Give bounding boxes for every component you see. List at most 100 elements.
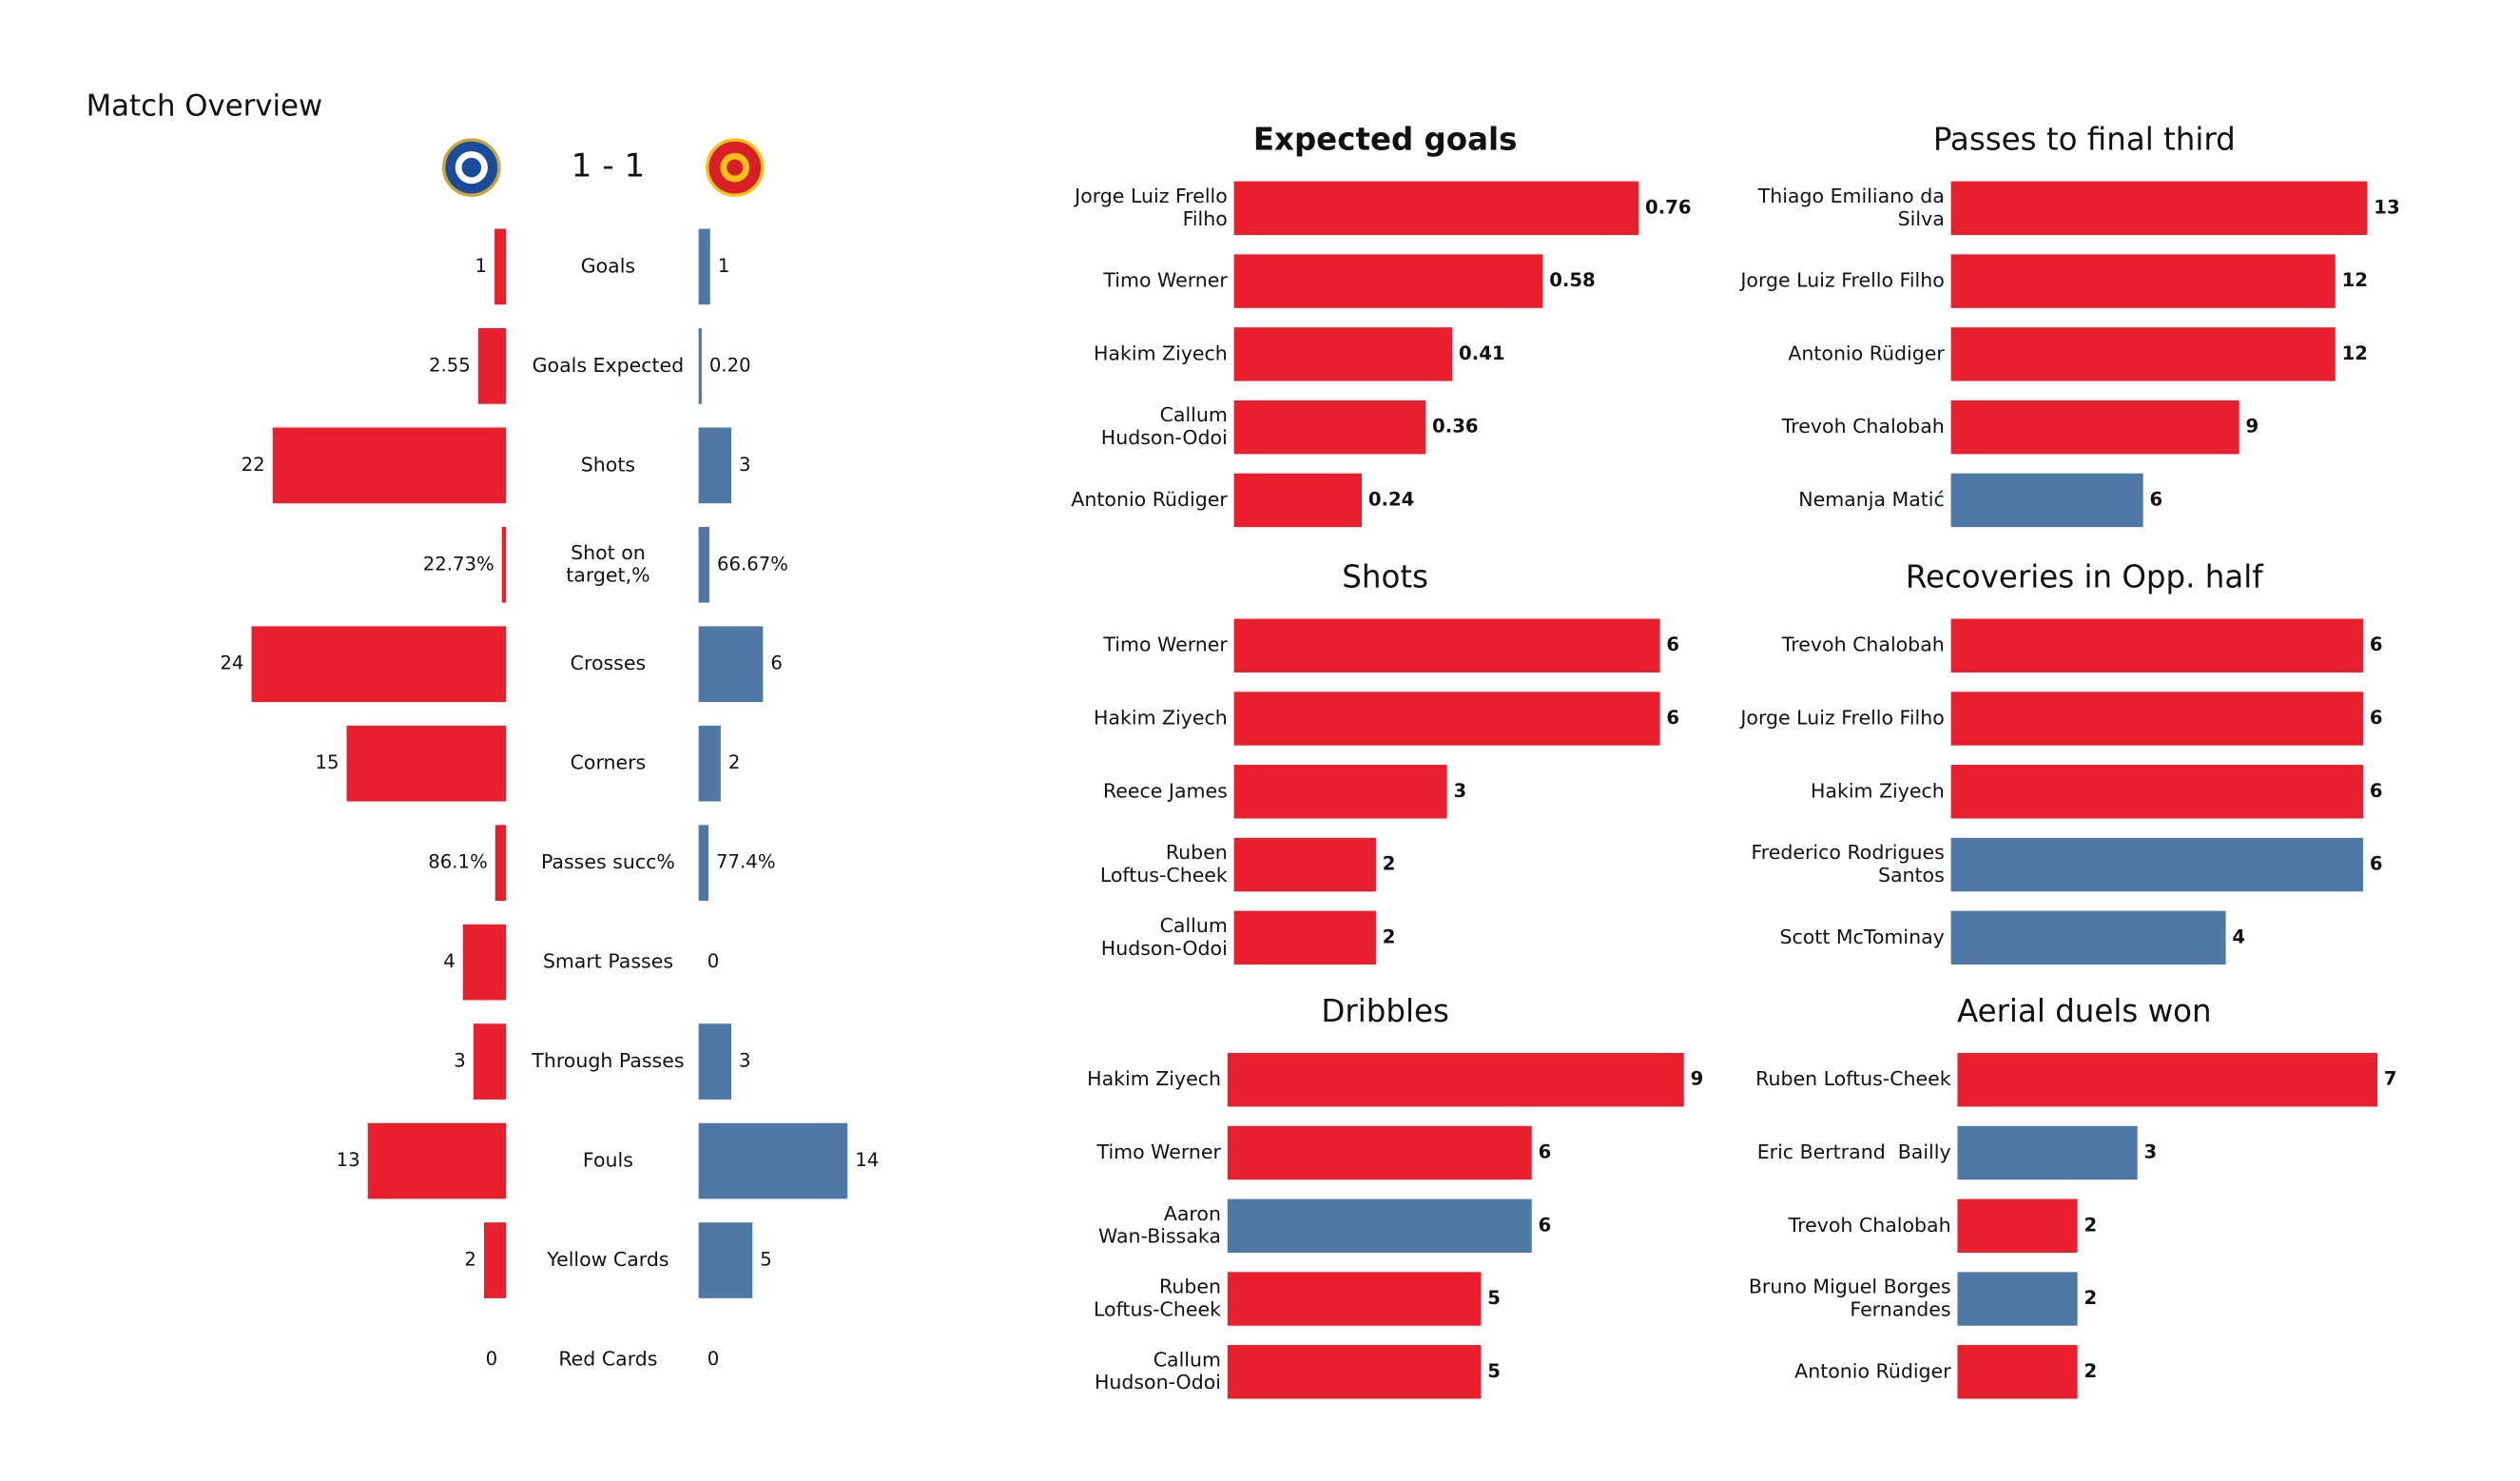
stat-bar [698, 1122, 848, 1199]
stat-bar [251, 626, 507, 703]
player-label: Hakim Ziyech [1087, 1067, 1221, 1090]
bar-value: 2 [2084, 1287, 2097, 1309]
bar [1233, 910, 1376, 965]
player-label: Callum Hudson-Odoi [1101, 403, 1228, 449]
bar-value: 0.36 [1432, 416, 1479, 438]
stat-value: 5 [760, 1248, 772, 1270]
player-label: Timo Werner [1096, 1140, 1222, 1163]
player-label: Thiago Emiliano da Silva [1757, 185, 1945, 230]
stat-bar [698, 825, 709, 901]
bar-value: 2 [2084, 1360, 2097, 1382]
bar [1957, 1198, 2078, 1253]
stat-bar [698, 526, 709, 603]
bar [1957, 1053, 2378, 1107]
bar [1233, 692, 1660, 746]
stat-bar [477, 328, 507, 404]
stat-label: Passes succ% [541, 850, 675, 873]
stat-bar [501, 526, 507, 603]
bar [1957, 1345, 2078, 1399]
bar-value: 0.58 [1549, 269, 1596, 291]
stat-bar [698, 328, 702, 404]
player-label: Reece James [1103, 779, 1228, 802]
stat-value: 13 [337, 1149, 360, 1171]
overview-title: Match Overview [87, 88, 323, 123]
man-utd-logo [706, 138, 765, 197]
stat-value: 14 [855, 1149, 879, 1171]
stat-value: 2.55 [429, 354, 471, 376]
bar-value: 6 [2150, 488, 2163, 510]
bar [1950, 473, 2143, 528]
bar [1233, 473, 1363, 528]
stat-value: 1 [475, 255, 488, 277]
stat-value: 86.1% [428, 851, 487, 873]
stat-value: 2 [728, 751, 741, 773]
bar [1950, 837, 2364, 892]
bar [1950, 910, 2226, 965]
bar-value: 6 [1539, 1140, 1552, 1162]
bar-value: 0.24 [1368, 488, 1415, 510]
bar-value: 6 [1539, 1214, 1552, 1236]
stat-value: 22 [242, 454, 265, 476]
player-label: Antonio Rüdiger [1071, 488, 1228, 511]
bar [1950, 254, 2336, 308]
player-label: Jorge Luiz Frello Filho [1738, 707, 1944, 730]
stat-bar [483, 1222, 507, 1298]
bar [1233, 399, 1426, 455]
player-label: Callum Hudson-Odoi [1095, 1348, 1221, 1393]
bar-value: 12 [2342, 269, 2368, 291]
bar-value: 2 [2084, 1214, 2097, 1236]
stat-bar [367, 1122, 507, 1199]
bar [1957, 1272, 2078, 1326]
player-label: Antonio Rüdiger [1794, 1359, 1951, 1382]
stat-bar [346, 725, 507, 802]
chelsea-logo [442, 138, 501, 197]
stat-value: 0 [486, 1348, 498, 1370]
player-label: Trevoh Chalobah [1781, 633, 1945, 656]
bar-value: 6 [2370, 633, 2383, 655]
bar-value: 4 [2232, 926, 2245, 947]
stat-value: 3 [454, 1050, 466, 1072]
player-label: Aaron Wan-Bissaka [1098, 1202, 1221, 1248]
player-label: Jorge Luiz Frello Filho [1738, 269, 1944, 292]
bar-value: 2 [1383, 926, 1396, 947]
bar-value: 9 [1691, 1068, 1704, 1090]
stat-value: 22.73% [423, 553, 494, 575]
stat-value: 0 [708, 950, 720, 972]
bar [1227, 1125, 1532, 1180]
stat-value: 77.4% [716, 851, 775, 873]
stat-bar [473, 1023, 507, 1100]
stat-bar [272, 427, 507, 504]
bar-value: 6 [2370, 780, 2383, 802]
stat-label: Through Passes [531, 1049, 684, 1072]
bar-value: 0.41 [1459, 342, 1505, 364]
stat-bar [698, 1023, 732, 1100]
bar-value: 12 [2342, 342, 2368, 364]
stat-value: 15 [315, 751, 339, 773]
player-label: Ruben Loftus-Cheek [1100, 841, 1228, 887]
stat-label: Smart Passes [543, 950, 673, 973]
bar-value: 5 [1487, 1360, 1501, 1382]
stat-value: 66.67% [717, 553, 788, 575]
player-label: Trevoh Chalobah [1788, 1214, 1951, 1237]
stat-bar [698, 1222, 753, 1298]
bar [1233, 181, 1639, 236]
stat-label: Crosses [571, 652, 647, 674]
player-label: Hakim Ziyech [1094, 707, 1228, 730]
stat-bar [462, 924, 507, 1001]
stat-bar [494, 228, 507, 305]
player-label: Timo Werner [1102, 633, 1228, 656]
bar [1233, 327, 1453, 381]
player-label: Eric Bertrand Bailly [1757, 1140, 1951, 1163]
player-label: Antonio Rüdiger [1788, 341, 1945, 364]
stat-value: 1 [718, 255, 730, 277]
bar-value: 13 [2374, 196, 2399, 218]
bar-value: 6 [2370, 707, 2383, 729]
stat-bar [698, 427, 732, 504]
player-label: Nemanja Matić [1798, 488, 1945, 511]
stat-label: Yellow Cards [546, 1248, 669, 1271]
panel-title: Passes to final third [1933, 122, 2236, 158]
panel-title: Aerial duels won [1957, 993, 2212, 1029]
stat-label: Shots [581, 453, 635, 476]
player-label: Frederico Rodrigues Santos [1751, 841, 1944, 887]
